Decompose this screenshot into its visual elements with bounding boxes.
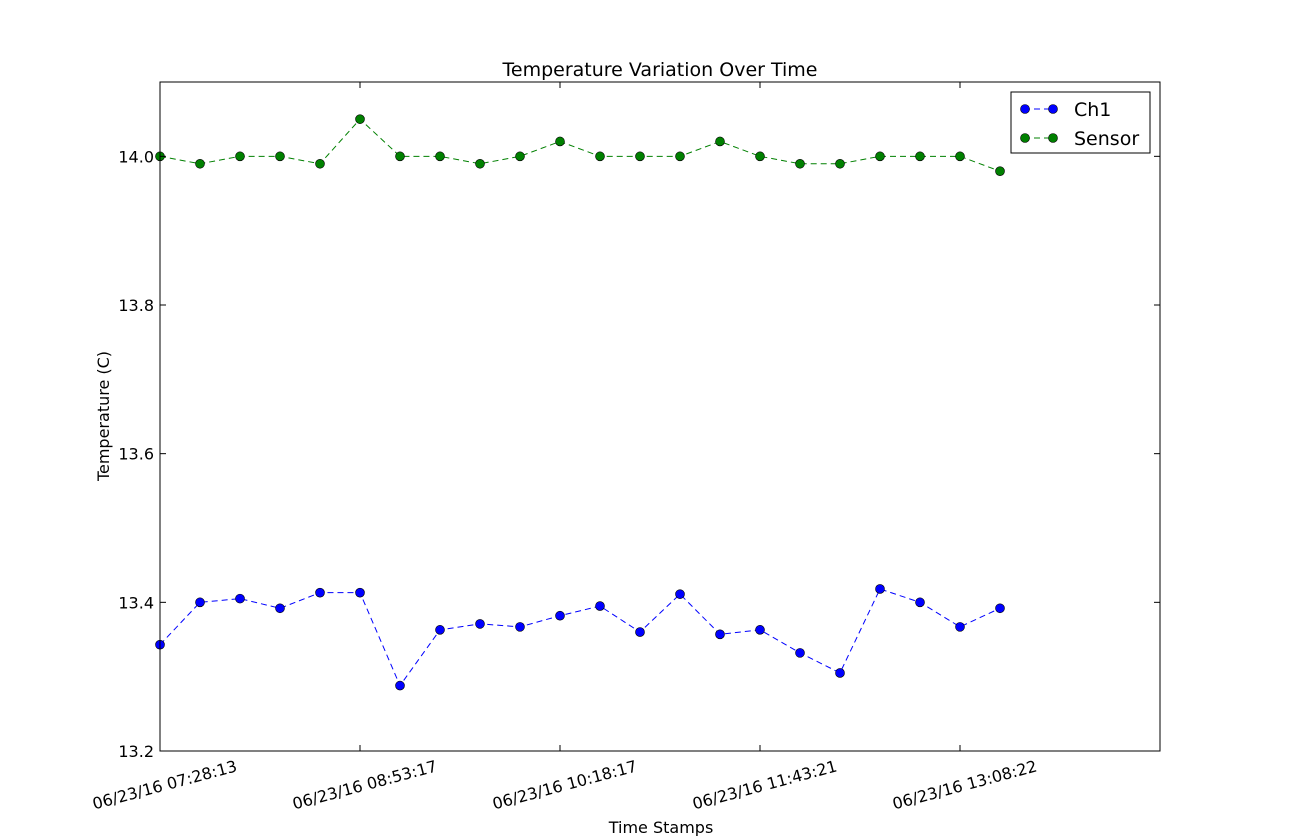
data-point-ch1	[835, 668, 845, 678]
data-point-ch1	[515, 622, 525, 632]
data-point-ch1	[875, 584, 885, 594]
data-point-ch1	[195, 597, 205, 608]
data-point-ch1	[795, 648, 805, 658]
x-axis-label: Time Stamps	[608, 818, 714, 836]
data-point-sensor	[875, 151, 885, 162]
data-point-sensor	[435, 151, 445, 162]
data-point-sensor	[635, 151, 645, 162]
data-point-sensor	[595, 151, 605, 162]
data-point-sensor	[995, 166, 1005, 176]
legend-label-ch1: Ch1	[1074, 99, 1111, 121]
data-point-sensor	[755, 151, 765, 162]
data-point-ch1	[995, 603, 1005, 614]
data-point-sensor	[235, 151, 245, 162]
y-tick-label: 13.8	[118, 296, 154, 315]
data-point-sensor	[315, 158, 325, 169]
data-point-sensor	[555, 136, 565, 147]
legend-entry-sensor: Sensor	[1020, 128, 1139, 150]
data-point-ch1	[235, 593, 245, 604]
legend-marker-sensor	[1020, 133, 1030, 143]
legend-entry-ch1: Ch1	[1020, 99, 1111, 121]
data-point-sensor	[395, 151, 405, 162]
data-point-ch1	[355, 587, 365, 598]
series-line-sensor	[159, 118, 1001, 172]
data-point-ch1	[315, 587, 325, 598]
data-point-sensor	[195, 158, 205, 169]
y-tick-label: 13.4	[118, 593, 154, 612]
data-point-sensor	[715, 136, 725, 147]
data-point-sensor	[515, 151, 525, 162]
chart-title: Temperature Variation Over Time	[502, 59, 818, 81]
legend-marker-ch1	[1020, 104, 1030, 114]
data-point-ch1	[955, 622, 965, 632]
data-point-ch1	[435, 625, 445, 635]
data-point-sensor	[275, 151, 285, 162]
data-point-ch1	[915, 597, 925, 608]
y-tick-label: 13.6	[118, 445, 154, 464]
y-tick-label: 14.0	[118, 147, 154, 166]
data-point-sensor	[795, 158, 805, 169]
data-point-sensor	[915, 151, 925, 162]
data-point-ch1	[635, 627, 645, 637]
data-point-ch1	[595, 601, 605, 611]
y-tick-label: 13.2	[118, 742, 154, 761]
data-point-ch1	[555, 610, 565, 621]
data-point-ch1	[675, 589, 685, 599]
data-point-sensor	[955, 151, 965, 162]
plot-frame	[159, 81, 1161, 752]
series-layer	[155, 114, 1005, 691]
data-point-ch1	[395, 680, 405, 691]
series-line-ch1	[159, 588, 1001, 687]
data-point-ch1	[475, 619, 485, 629]
legend-marker-ch1	[1048, 104, 1058, 114]
data-point-sensor	[835, 158, 845, 169]
data-point-sensor	[355, 114, 365, 124]
legend: Ch1 Sensor	[1010, 91, 1151, 154]
legend-box	[1010, 91, 1151, 154]
y-axis-label: Temperature (C)	[94, 351, 113, 482]
data-point-ch1	[755, 625, 765, 635]
legend-label-sensor: Sensor	[1074, 128, 1139, 150]
data-point-sensor	[675, 151, 685, 162]
legend-marker-sensor	[1048, 133, 1058, 143]
data-point-ch1	[715, 629, 725, 640]
data-point-sensor	[475, 158, 485, 169]
data-point-ch1	[275, 603, 285, 614]
